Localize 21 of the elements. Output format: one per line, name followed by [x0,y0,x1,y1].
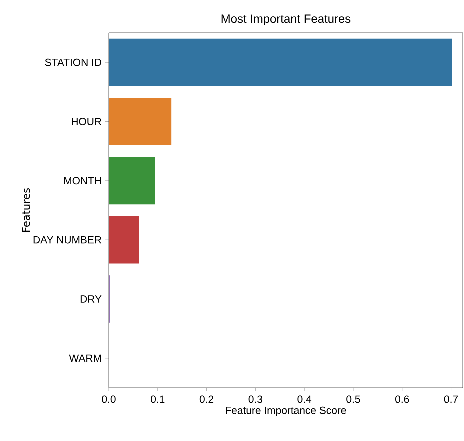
y-tick-label: MONTH [64,177,102,185]
bar [109,216,140,264]
x-axis-title: Feature Importance Score [226,406,346,416]
y-axis-title: Features [22,188,30,232]
x-tick-label: 0.7 [444,396,458,404]
x-tick-label: 0.0 [102,396,116,404]
x-tick-label: 0.2 [200,396,214,404]
x-tick-label: 0.4 [298,396,312,404]
y-tick-label: STATION ID [45,58,102,66]
x-tick-label: 0.5 [346,396,360,404]
bar [109,38,452,86]
y-tick-label: DRY [80,296,102,303]
bar [109,98,172,146]
bar [109,157,156,205]
y-tick-label: DAY NUMBER [34,236,102,244]
y-tick-label: WARM [69,354,102,362]
x-tick-label: 0.1 [151,396,165,404]
chart-title: Most Important Features [222,14,351,26]
x-tick-label: 0.6 [396,396,410,404]
x-tick-label: 0.3 [248,396,262,404]
y-tick-label: HOUR [72,118,102,126]
